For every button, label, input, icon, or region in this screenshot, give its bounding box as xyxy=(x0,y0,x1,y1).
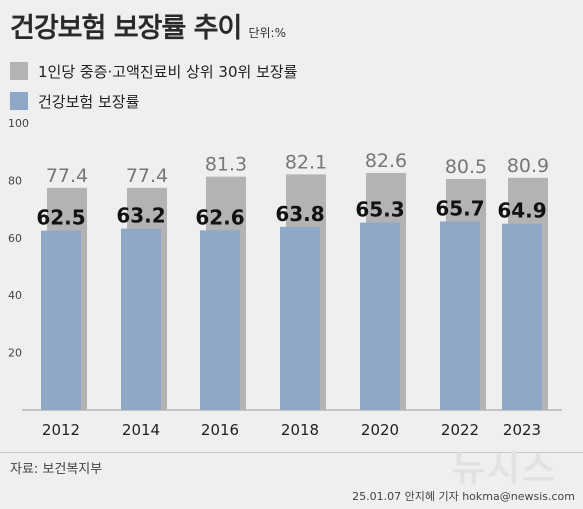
brand-watermark: 뉴시스 xyxy=(451,449,557,490)
unit-label: 단위:% xyxy=(248,26,286,40)
x-tick-label: 2014 xyxy=(122,421,160,439)
y-tick-label: 60 xyxy=(8,232,22,245)
x-tick-label: 2018 xyxy=(281,421,319,439)
data-label-high-cost: 82.6 xyxy=(365,150,407,172)
x-tick-label: 2022 xyxy=(441,421,479,439)
credit-line: 25.01.07 안지혜 기자 hokma@newsis.com xyxy=(352,490,575,503)
legend-label-gray: 1인당 중증·고액진료비 상위 30위 보장률 xyxy=(38,62,298,81)
legend-label-blue: 건강보험 보장률 xyxy=(38,92,140,111)
data-label-high-cost: 81.3 xyxy=(205,154,247,176)
data-label-coverage: 65.7 xyxy=(435,196,484,220)
bar-coverage xyxy=(502,223,542,410)
bar-coverage xyxy=(280,226,320,410)
data-label-high-cost: 80.5 xyxy=(445,156,487,178)
x-tick-label: 2016 xyxy=(201,421,239,439)
y-tick-label: 80 xyxy=(8,174,22,187)
data-label-high-cost: 77.4 xyxy=(126,165,168,187)
chart-title: 건강보험 보장률 추이 xyxy=(10,13,242,44)
data-label-coverage: 62.5 xyxy=(36,206,85,230)
bar-coverage xyxy=(41,230,81,410)
bar-chart: 20 40 60 80 100 77.4 62.5 2012 77.4 63.2 2014 81.3 6… xyxy=(8,117,562,439)
title-row: 건강보험 보장률 추이 단위:% xyxy=(10,6,286,46)
bar-coverage xyxy=(121,228,161,410)
footer-divider xyxy=(0,452,583,453)
legend-swatch-blue xyxy=(10,92,28,110)
x-tick-label: 2023 xyxy=(503,421,541,439)
legend: 1인당 중증·고액진료비 상위 30위 보장률 건강보험 보장률 xyxy=(10,56,297,116)
legend-swatch-gray xyxy=(10,62,28,80)
data-label-high-cost: 82.1 xyxy=(285,151,327,173)
x-tick-label: 2020 xyxy=(361,421,399,439)
legend-item-blue: 건강보험 보장률 xyxy=(10,86,297,116)
y-tick-label: 20 xyxy=(8,347,22,360)
x-tick-label: 2012 xyxy=(42,421,80,439)
data-label-coverage: 64.9 xyxy=(497,199,546,223)
data-label-coverage: 65.3 xyxy=(355,198,404,222)
data-label-high-cost: 77.4 xyxy=(46,165,88,187)
y-tick-label: 100 xyxy=(8,117,29,130)
bar-coverage xyxy=(200,230,240,410)
source-note: 자료: 보건복지부 xyxy=(10,462,103,477)
legend-item-gray: 1인당 중증·고액진료비 상위 30위 보장률 xyxy=(10,56,297,86)
bar-coverage xyxy=(440,221,480,410)
bar-coverage xyxy=(360,222,400,410)
data-label-coverage: 63.2 xyxy=(116,204,165,228)
data-label-high-cost: 80.9 xyxy=(507,155,549,177)
y-tick-label: 40 xyxy=(8,289,22,302)
data-label-coverage: 62.6 xyxy=(195,205,244,229)
data-label-coverage: 63.8 xyxy=(275,202,324,226)
